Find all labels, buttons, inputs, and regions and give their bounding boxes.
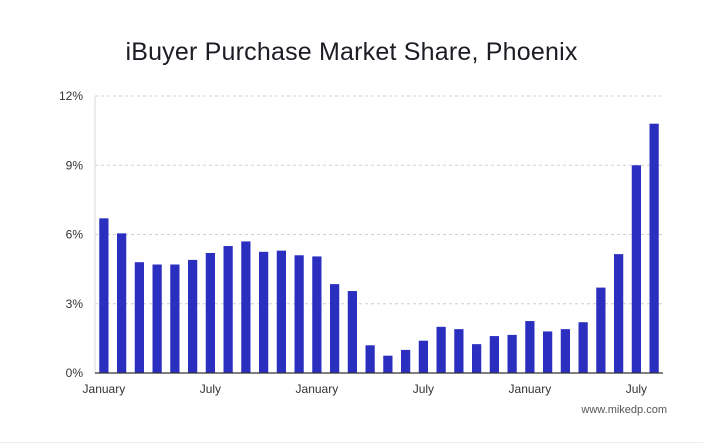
bar — [543, 331, 553, 373]
y-tick-label: 9% — [66, 158, 84, 172]
bar — [152, 264, 162, 373]
bar — [631, 165, 641, 373]
bars — [99, 123, 659, 373]
bar — [418, 340, 428, 373]
bar — [205, 252, 215, 373]
x-axis-ticks: January July January July January July — [83, 382, 648, 396]
x-tick-label: July — [413, 382, 434, 396]
bar — [99, 218, 109, 373]
bar — [259, 251, 269, 373]
bar — [401, 349, 411, 373]
chart-title: iBuyer Purchase Market Share, Phoenix — [125, 38, 578, 66]
x-tick-label: July — [200, 382, 221, 396]
bar — [223, 246, 233, 373]
bar — [525, 321, 535, 373]
bar — [312, 256, 322, 373]
bar — [596, 287, 606, 373]
bar — [276, 250, 286, 373]
bar — [472, 344, 482, 373]
y-tick-label: 6% — [66, 228, 84, 242]
bar — [454, 329, 464, 373]
bar — [614, 254, 624, 373]
bar — [170, 264, 180, 373]
bar — [383, 355, 393, 373]
x-tick-label: January — [296, 382, 339, 396]
gridlines — [94, 95, 663, 373]
divider — [0, 442, 703, 443]
bar — [294, 255, 304, 373]
y-axis-ticks: 0% 3% 6% 9% 12% — [59, 89, 83, 380]
bar — [117, 233, 127, 373]
source-credit: www.mikedp.com — [581, 404, 667, 416]
bar — [188, 259, 198, 373]
bar — [436, 326, 446, 373]
x-tick-label: January — [509, 382, 552, 396]
bar — [365, 345, 375, 373]
bar — [489, 336, 499, 373]
bar — [560, 329, 570, 373]
bar — [649, 123, 659, 373]
bar — [330, 284, 340, 373]
y-tick-label: 0% — [66, 366, 84, 380]
y-tick-label: 12% — [59, 89, 83, 103]
bar — [578, 322, 588, 373]
x-tick-label: July — [626, 382, 647, 396]
bar — [507, 334, 517, 373]
x-tick-label: January — [83, 382, 126, 396]
y-tick-label: 3% — [66, 297, 84, 311]
bar — [347, 291, 357, 373]
bar — [134, 262, 144, 373]
bar — [241, 241, 251, 373]
